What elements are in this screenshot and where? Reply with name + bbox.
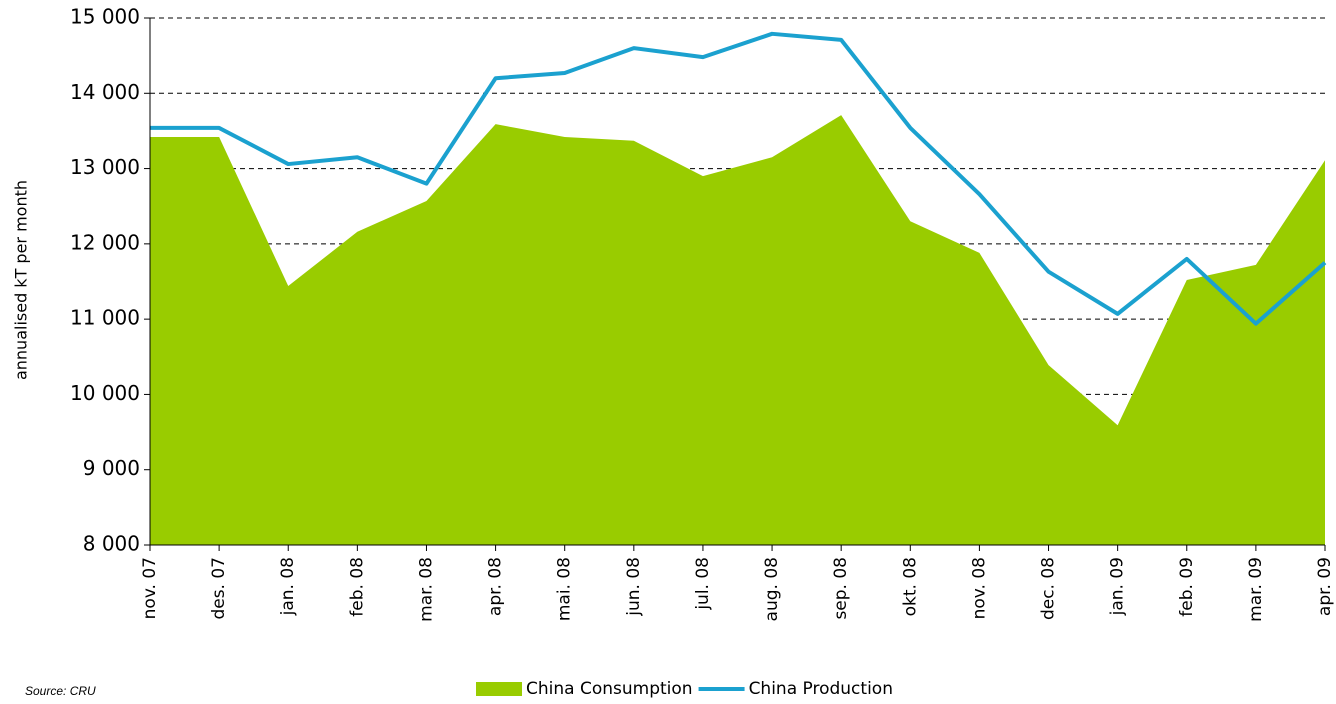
x-tick-label: apr. 08: [486, 557, 506, 616]
y-tick-label: 9 000: [83, 456, 140, 480]
x-tick-label: mai. 08: [555, 557, 575, 621]
x-tick-label: des. 07: [209, 557, 229, 620]
legend: China Consumption China Production: [476, 679, 893, 699]
x-tick-label: feb. 09: [1177, 557, 1197, 617]
x-tick-label: apr. 09: [1315, 557, 1335, 616]
x-tick-label: dec. 08: [1039, 557, 1059, 620]
y-tick-label: 15 000: [70, 5, 140, 29]
area: [150, 115, 1325, 546]
x-tick-label: jan. 08: [278, 557, 298, 616]
y-tick-label: 10 000: [70, 381, 140, 405]
y-axis-title: annualised kT per month: [12, 180, 31, 380]
x-tick-label: jun. 08: [624, 557, 644, 617]
legend-swatch: [476, 682, 522, 696]
y-tick-label: 13 000: [70, 155, 140, 179]
y-tick-label: 14 000: [70, 80, 140, 104]
y-tick-label: 12 000: [70, 230, 140, 254]
x-tick-label: nov. 07: [140, 557, 160, 619]
plot: [150, 31, 1327, 546]
legend-label: China Production: [749, 679, 893, 699]
legend-label: China Consumption: [526, 679, 693, 699]
x-tick-label: jan. 09: [1108, 557, 1128, 616]
y-tick-label: 11 000: [70, 306, 140, 330]
x-tick-label: jul. 08: [693, 557, 713, 611]
x-tick-label: mar. 08: [416, 557, 436, 622]
axes: 8 000 9 000 10 000 11 000 12 000 13 000 14 000…: [70, 5, 1335, 622]
x-tick-label: aug. 08: [762, 557, 782, 621]
x-tick-label: mar. 09: [1246, 557, 1266, 622]
y-tick-label: 8 000: [83, 532, 140, 556]
source-note: Source: CRU: [25, 684, 96, 698]
x-tick-label: sep. 08: [831, 557, 851, 620]
x-tick-label: feb. 08: [347, 557, 367, 617]
line: [150, 31, 1327, 326]
x-tick-label: nov. 08: [969, 557, 989, 619]
x-tick-label: okt. 08: [900, 557, 920, 616]
